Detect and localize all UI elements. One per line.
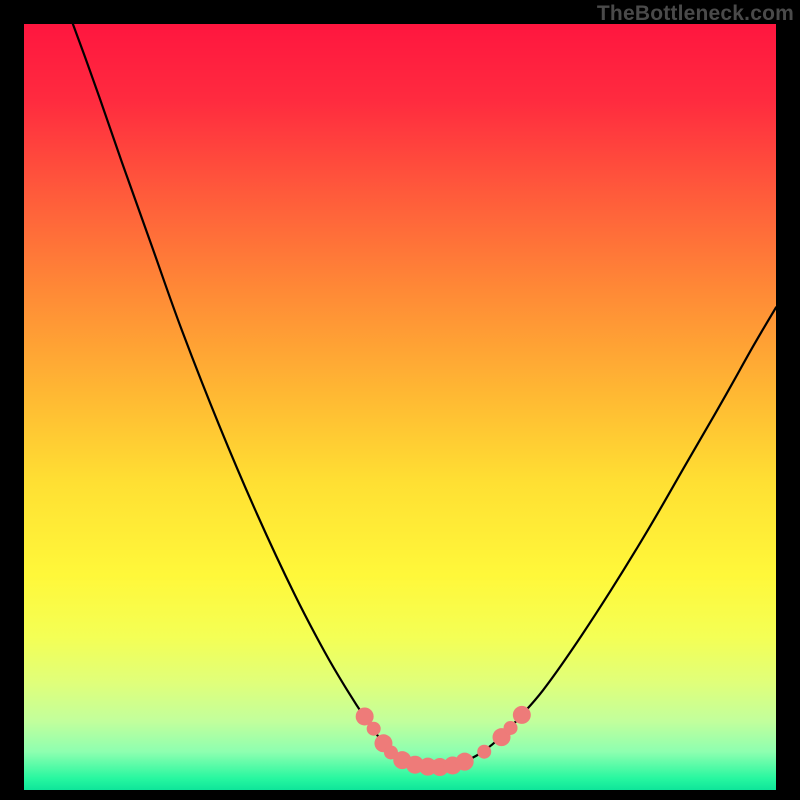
plot-background	[24, 24, 776, 790]
attribution-label: TheBottleneck.com	[597, 2, 794, 26]
data-marker	[456, 753, 474, 771]
data-marker	[477, 745, 491, 759]
bottleneck-curve-chart	[0, 0, 800, 800]
data-marker	[504, 721, 518, 735]
chart-frame: TheBottleneck.com	[0, 0, 800, 800]
data-marker	[513, 706, 531, 724]
data-marker	[367, 722, 381, 736]
